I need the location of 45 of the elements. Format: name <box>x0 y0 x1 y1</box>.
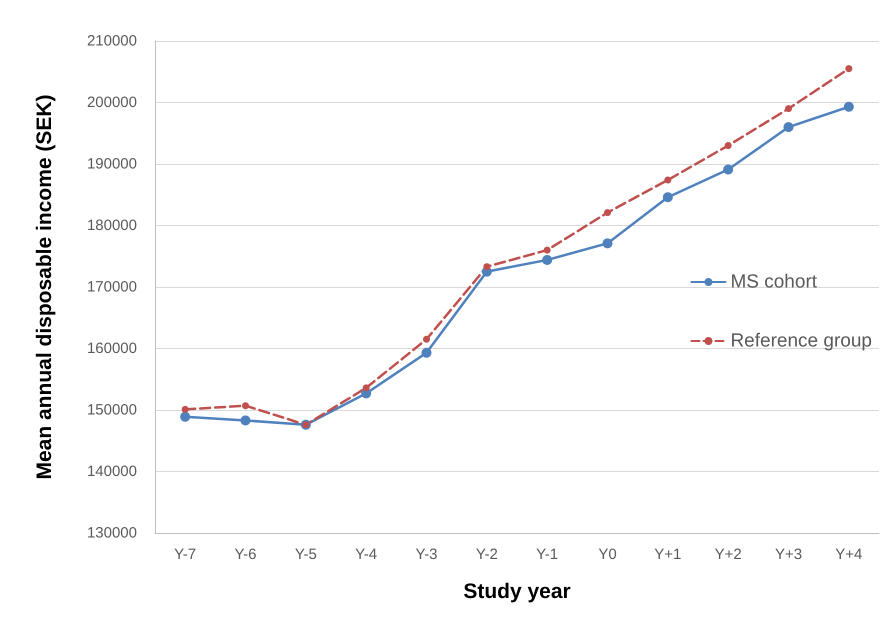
x-tick-label: Y-2 <box>476 546 498 563</box>
y-tick-label: 160000 <box>86 340 137 357</box>
y-tick-label: 140000 <box>86 463 137 480</box>
point <box>182 406 189 413</box>
point <box>724 142 732 150</box>
point <box>662 192 673 202</box>
point <box>785 105 792 112</box>
point <box>240 415 250 426</box>
x-tick-label: Y-7 <box>174 546 196 563</box>
y-tick-label: 210000 <box>86 32 137 50</box>
x-axis-title: Study year <box>463 580 571 603</box>
x-tick-label: Y0 <box>598 546 617 563</box>
point <box>723 164 734 175</box>
point <box>664 176 672 184</box>
point <box>242 402 249 410</box>
x-tick-label: Y+2 <box>714 546 742 563</box>
point <box>423 336 430 343</box>
point <box>602 238 612 248</box>
x-tick-label: Y-6 <box>234 546 256 563</box>
x-tick-label: Y-5 <box>294 546 317 563</box>
x-tick-label: Y-3 <box>416 546 438 563</box>
point <box>544 246 551 254</box>
x-tick-label: Y-1 <box>536 546 558 563</box>
y-tick-label: 190000 <box>86 156 137 172</box>
point <box>542 254 552 265</box>
x-tick-label: Y+1 <box>654 546 682 563</box>
point <box>422 348 432 358</box>
legend-label: MS cohort <box>730 272 818 292</box>
y-tick-label: 130000 <box>86 524 137 542</box>
y-tick-label: 200000 <box>86 94 137 111</box>
y-tick-label: 180000 <box>86 217 137 234</box>
x-tick-label: Y-4 <box>355 546 378 563</box>
point <box>784 122 794 132</box>
x-tick-label: Y+3 <box>774 546 802 563</box>
y-tick-label: 150000 <box>86 402 137 418</box>
point <box>180 412 190 422</box>
point <box>845 65 852 72</box>
y-axis-title: Mean annual disposable income (SEK) <box>33 94 56 480</box>
point <box>844 102 854 112</box>
y-tick-label: 170000 <box>86 278 137 296</box>
legend-label: Reference group <box>730 330 872 352</box>
point <box>483 263 490 270</box>
x-tick-label: Y+4 <box>835 546 862 563</box>
point <box>604 209 611 216</box>
point <box>362 384 370 392</box>
